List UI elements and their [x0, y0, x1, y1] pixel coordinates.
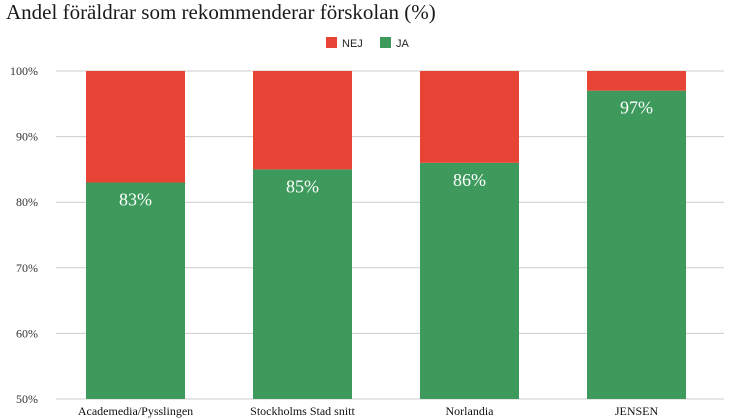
x-axis-categories: Academedia/Pysslingen Stockholms Stad sni…: [78, 404, 659, 418]
bar-ja-0: [86, 182, 185, 399]
bar-ja-2: [420, 162, 519, 399]
bar-nej-0: [86, 71, 185, 183]
category-label-1: Stockholms Stad snitt: [250, 404, 355, 418]
category-label-0: Academedia/Pysslingen: [78, 404, 193, 418]
bar-nej-3: [587, 71, 686, 91]
legend-swatch-ja: [380, 37, 391, 48]
y-tick-label: 90%: [16, 130, 38, 144]
category-label-2: Norlandia: [446, 404, 495, 418]
y-tick-label: 100%: [10, 64, 38, 78]
legend-label-nej: NEJ: [342, 38, 363, 50]
data-labels: 83% 85% 86% 97%: [119, 98, 653, 210]
data-label-3: 97%: [620, 98, 653, 118]
bar-ja-1: [253, 169, 352, 399]
bar-nej-1: [253, 71, 352, 170]
y-axis-ticks: 50% 60% 70% 80% 90% 100%: [10, 64, 38, 406]
legend-label-ja: JA: [396, 38, 410, 50]
category-label-3: JENSEN: [615, 404, 659, 418]
bar-nej-2: [420, 71, 519, 163]
y-tick-label: 50%: [16, 392, 38, 406]
legend: NEJ JA: [326, 37, 410, 50]
y-tick-label: 70%: [16, 261, 38, 275]
bars: [86, 71, 686, 400]
data-label-1: 85%: [286, 176, 319, 196]
legend-swatch-nej: [326, 37, 337, 48]
data-label-0: 83%: [119, 190, 152, 210]
bar-ja-3: [587, 90, 686, 400]
y-tick-label: 80%: [16, 195, 38, 209]
data-label-2: 86%: [453, 170, 486, 190]
y-tick-label: 60%: [16, 326, 38, 340]
chart-title: Andel föräldrar som rekommenderar försko…: [6, 0, 436, 24]
